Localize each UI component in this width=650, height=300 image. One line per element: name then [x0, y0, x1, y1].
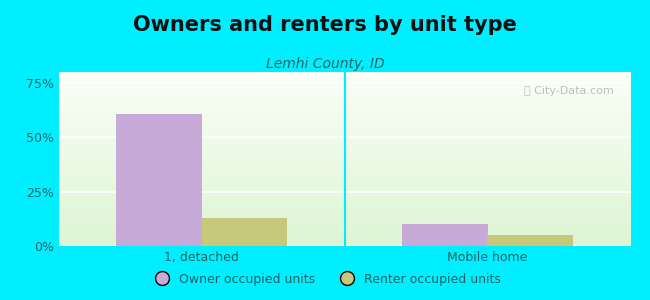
- Bar: [116, 114, 202, 246]
- Text: ⓘ City-Data.com: ⓘ City-Data.com: [524, 86, 614, 96]
- Bar: [488, 235, 573, 246]
- Bar: [202, 218, 287, 246]
- Text: Lemhi County, ID: Lemhi County, ID: [266, 57, 384, 71]
- Bar: [402, 224, 488, 246]
- Legend: Owner occupied units, Renter occupied units: Owner occupied units, Renter occupied un…: [144, 268, 506, 291]
- Text: Owners and renters by unit type: Owners and renters by unit type: [133, 15, 517, 35]
